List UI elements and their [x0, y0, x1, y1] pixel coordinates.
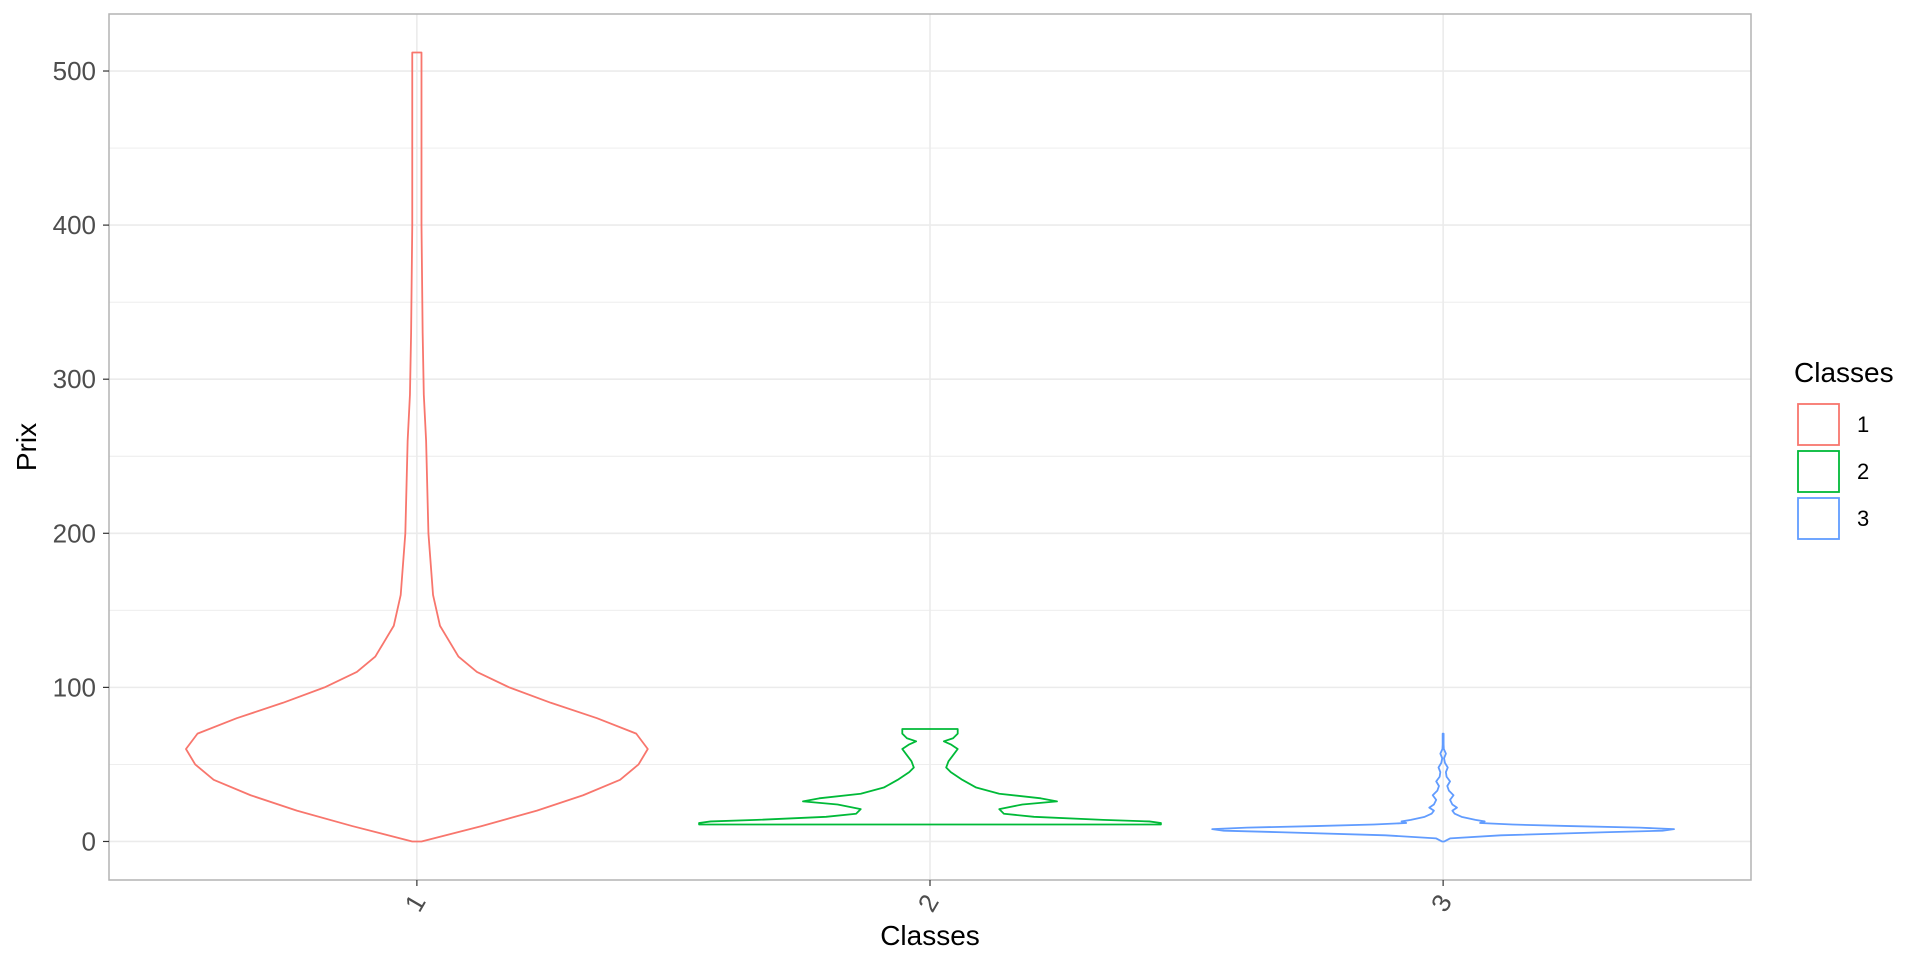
legend-key-2	[1797, 450, 1840, 493]
grid-lines	[109, 14, 1751, 880]
y-tick-label: 500	[53, 56, 96, 86]
x-tick-label: 1	[398, 889, 431, 917]
legend-key-3	[1797, 497, 1840, 540]
violins	[185, 51, 1675, 843]
y-tick-label: 0	[82, 826, 96, 856]
legend-key-background	[1796, 402, 1839, 445]
x-axis-ticks: 1 2 3	[398, 880, 1458, 917]
legend-key-background	[1796, 496, 1839, 539]
y-tick-label: 100	[53, 672, 96, 702]
legend-key-1	[1797, 403, 1840, 446]
legend-label: 3	[1857, 506, 1869, 531]
legend-label: 2	[1857, 459, 1869, 484]
x-tick-label: 3	[1425, 889, 1458, 917]
x-axis-title: Classes	[880, 920, 980, 951]
y-axis-title: Prix	[11, 423, 42, 471]
x-tick-label: 2	[912, 889, 945, 917]
y-tick-label: 400	[53, 210, 96, 240]
legend-key-background	[1796, 449, 1839, 492]
y-axis-ticks: 0 100 200 300 400 500	[53, 56, 109, 856]
violin-series-2	[698, 728, 1162, 826]
violin-series-1	[185, 51, 649, 843]
violin-series-3	[1211, 732, 1675, 843]
y-tick-label: 300	[53, 364, 96, 394]
legend: Classes 1 2 3	[1794, 357, 1894, 540]
y-tick-label: 200	[53, 518, 96, 548]
legend-title: Classes	[1794, 357, 1894, 388]
legend-label: 1	[1857, 412, 1869, 437]
